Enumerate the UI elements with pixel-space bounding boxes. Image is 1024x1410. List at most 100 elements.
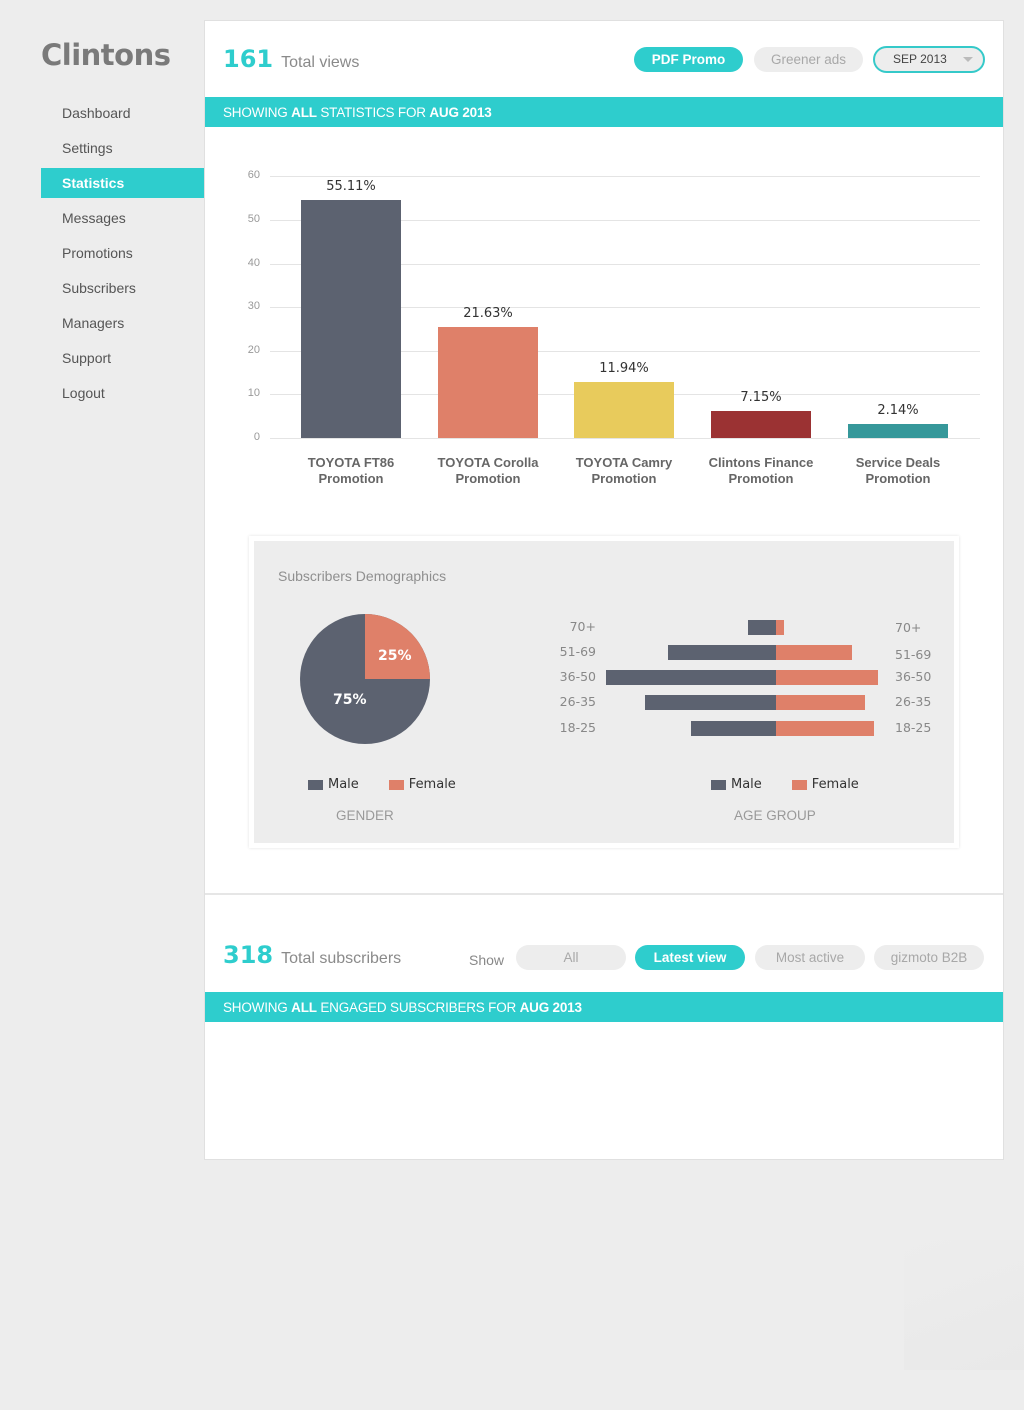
pyramid-bar-male[interactable]: [645, 695, 776, 710]
filter-latest-view[interactable]: Latest view: [635, 945, 745, 970]
pie-label-female: 25%: [378, 648, 412, 664]
bar[interactable]: [301, 200, 401, 438]
x-category-label: TOYOTA FT86 Promotion: [307, 455, 395, 486]
gridline: [270, 307, 980, 309]
pyramid-bar-female[interactable]: [776, 721, 874, 736]
pyramid-bar-female[interactable]: [776, 670, 878, 685]
statistics-banner: SHOWING ALL STATISTICS FOR AUG 2013: [205, 97, 1003, 127]
gridline: [270, 350, 980, 352]
background-decoration: [904, 1240, 1024, 1370]
pyramid-bar-male[interactable]: [668, 645, 776, 660]
gridline: [270, 438, 980, 439]
sidebar-item-logout[interactable]: Logout: [62, 385, 105, 401]
y-tick-label: 20: [247, 343, 260, 356]
age-legend: Male Female: [711, 777, 889, 792]
sidebar-nav: Dashboard Settings Statistics Messages Promo…: [41, 96, 204, 411]
sidebar-item-settings[interactable]: Settings: [62, 140, 113, 156]
gridline: [270, 176, 980, 178]
subscribers-section: 318 Total subscribers Show All Latest vi…: [205, 895, 1003, 1159]
y-tick-label: 40: [247, 256, 260, 269]
banner-text: SHOWING: [223, 1000, 292, 1015]
age-label-right: 51-69: [895, 647, 932, 662]
bar-value-label: 7.15%: [740, 389, 782, 405]
female-swatch-icon: [791, 779, 807, 790]
bar[interactable]: [848, 424, 948, 438]
y-tick-label: 60: [247, 169, 260, 182]
month-select[interactable]: SEP 2013: [873, 46, 985, 73]
x-category-label: Service Deals Promotion: [855, 455, 941, 486]
total-views-label: Total views: [281, 54, 360, 71]
bar[interactable]: [438, 326, 538, 438]
banner-text-bold: ALL: [291, 105, 317, 120]
banner-text-bold: ALL: [291, 1000, 317, 1015]
total-subscribers-label: Total subscribers: [281, 950, 402, 967]
legend-male: Male: [711, 777, 762, 792]
sidebar-item-promotions[interactable]: Promotions: [62, 245, 133, 261]
age-label-left: 70+: [569, 619, 596, 634]
age-label-left: 18-25: [559, 720, 596, 735]
bar-value-label: 2.14%: [877, 403, 919, 419]
age-label-left: 26-35: [559, 694, 596, 709]
demographics-panel: Subscribers Demographics 25% 75% Male Fe…: [254, 541, 954, 843]
pie-slice-female: [365, 614, 430, 679]
app-logo[interactable]: Clintons: [41, 38, 171, 72]
month-select-value: SEP 2013: [893, 52, 947, 66]
chevron-down-icon: [963, 57, 973, 62]
filter-all[interactable]: All: [516, 945, 626, 970]
banner-text: STATISTICS FOR: [316, 105, 430, 120]
pyramid-bar-female[interactable]: [776, 620, 784, 635]
pyramid-bar-female[interactable]: [776, 645, 852, 660]
demographics-title: Subscribers Demographics: [278, 568, 447, 584]
banner-date: AUG 2013: [519, 1000, 582, 1015]
gridline: [270, 220, 980, 221]
age-label-left: 36-50: [559, 669, 596, 684]
male-swatch-icon: [308, 779, 323, 790]
y-tick-label: 0: [253, 431, 260, 443]
views-section: 161 Total views PDF Promo Greener ads SE…: [205, 21, 1003, 895]
x-category-label: TOYOTA Corolla Promotion: [437, 455, 539, 486]
sidebar-item-managers[interactable]: Managers: [62, 315, 125, 331]
male-swatch-icon: [711, 779, 726, 790]
demographics-card: Subscribers Demographics 25% 75% Male Fe…: [249, 536, 959, 848]
sidebar-item-messages[interactable]: Messages: [62, 210, 126, 226]
legend-female: Female: [388, 777, 456, 792]
sidebar-item-dashboard[interactable]: Dashboard: [62, 105, 131, 121]
legend-label: Female: [408, 777, 456, 792]
sidebar-item-support[interactable]: Support: [62, 350, 112, 366]
y-tick-label: 50: [247, 213, 260, 225]
age-label-right: 26-35: [895, 694, 932, 709]
banner-text: ENGAGED SUBSCRIBERS FOR: [316, 1000, 520, 1015]
gender-axis-title: GENDER: [336, 808, 394, 823]
pyramid-bar-male[interactable]: [691, 721, 776, 736]
age-label-left: 51-69: [559, 644, 596, 659]
show-label: Show: [469, 952, 505, 968]
age-label-right: 18-25: [895, 720, 932, 735]
banner-date: AUG 2013: [429, 105, 492, 120]
x-category-label: TOYOTA Camry Promotion: [575, 455, 673, 486]
subscribers-banner: SHOWING ALL ENGAGED SUBSCRIBERS FOR AUG …: [205, 992, 1003, 1022]
y-tick-label: 10: [247, 387, 260, 400]
filter-pdf-promo[interactable]: PDF Promo: [634, 47, 743, 72]
bar-value-label: 55.11%: [326, 179, 376, 195]
sidebar-item-statistics[interactable]: Statistics: [41, 168, 204, 198]
legend-label: Male: [731, 777, 762, 792]
filter-greener-ads[interactable]: Greener ads: [754, 47, 863, 72]
subscribers-header: 318 Total subscribers: [223, 941, 401, 969]
bar[interactable]: [574, 382, 674, 438]
filter-gizmoto-b2b[interactable]: gizmoto B2B: [874, 945, 984, 970]
sidebar-item-subscribers[interactable]: Subscribers: [62, 280, 136, 296]
legend-male: Male: [308, 777, 359, 792]
total-subscribers-count: 318: [223, 941, 274, 969]
bar[interactable]: [711, 410, 811, 438]
legend-female: Female: [791, 777, 859, 792]
legend-label: Male: [328, 777, 359, 792]
pyramid-bar-female[interactable]: [776, 695, 865, 710]
pyramid-bar-male[interactable]: [748, 620, 776, 635]
age-label-right: 70+: [895, 620, 922, 635]
promotion-bar-chart: 0 10 20 30 40 50 60 55.11% TOYOTA FT86 Promotion 2…: [235, 169, 980, 499]
filter-most-active[interactable]: Most active: [755, 945, 865, 970]
pyramid-bar-male[interactable]: [606, 670, 776, 685]
gender-legend: Male Female: [308, 777, 486, 792]
total-views-count: 161: [223, 45, 274, 73]
